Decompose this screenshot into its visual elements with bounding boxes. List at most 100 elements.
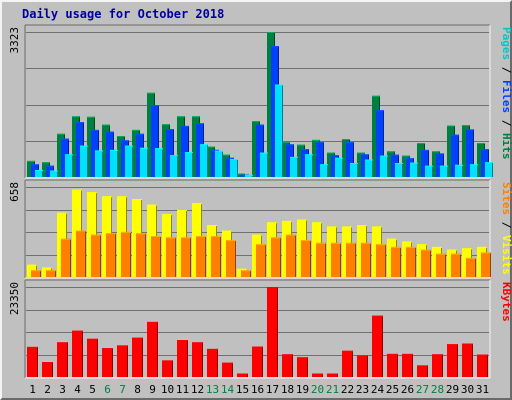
bar bbox=[192, 342, 203, 377]
bar-shade bbox=[355, 242, 356, 277]
bar-shade bbox=[460, 253, 461, 277]
bar-highlight bbox=[425, 165, 433, 167]
bar-face bbox=[342, 350, 353, 377]
bar-highlight bbox=[301, 149, 309, 151]
bar-face bbox=[485, 162, 493, 177]
bar bbox=[27, 346, 38, 377]
bar-shade bbox=[87, 145, 88, 177]
bar-face bbox=[151, 105, 159, 177]
bar-face bbox=[346, 142, 354, 177]
bar-highlight bbox=[192, 116, 200, 118]
bar bbox=[376, 244, 386, 277]
bar bbox=[312, 373, 323, 377]
x-tick-label: 6 bbox=[104, 383, 111, 396]
bar-highlight bbox=[57, 133, 65, 135]
bar-shade bbox=[412, 353, 413, 377]
bar-face bbox=[346, 242, 356, 277]
bar-highlight bbox=[252, 121, 260, 123]
bar bbox=[117, 345, 128, 377]
bar-highlight bbox=[451, 253, 461, 255]
bar-highlight bbox=[46, 165, 54, 167]
panel-legend: Sites / Visits bbox=[500, 182, 512, 275]
bar-shade bbox=[387, 155, 388, 177]
bar-shade bbox=[247, 373, 248, 377]
bar bbox=[245, 174, 253, 177]
bar-highlight bbox=[132, 199, 142, 200]
bar-highlight bbox=[87, 338, 98, 340]
bar-face bbox=[376, 244, 386, 277]
bar-face bbox=[335, 157, 343, 177]
bar-shade bbox=[67, 342, 68, 377]
bar-shade bbox=[202, 342, 203, 377]
bar bbox=[155, 148, 163, 177]
bar-highlight bbox=[301, 240, 311, 242]
bar-highlight bbox=[436, 253, 446, 255]
x-tick-label: 13 bbox=[206, 383, 219, 396]
bar-shade bbox=[323, 142, 324, 177]
bar-face bbox=[252, 346, 263, 377]
bar-highlight bbox=[282, 220, 292, 222]
bar-face bbox=[121, 231, 131, 277]
bar-highlight bbox=[346, 142, 354, 144]
bar-shade bbox=[473, 129, 474, 177]
bar-shade bbox=[385, 244, 386, 277]
x-tick-label: 7 bbox=[119, 383, 126, 396]
bar-face bbox=[140, 147, 148, 177]
bar-highlight bbox=[196, 123, 204, 125]
bar bbox=[61, 238, 71, 277]
bar bbox=[305, 154, 313, 177]
bar-highlight bbox=[312, 139, 320, 141]
bar-face bbox=[215, 150, 223, 177]
bar bbox=[275, 84, 283, 177]
bar-highlight bbox=[35, 170, 43, 171]
bar-shade bbox=[370, 242, 371, 277]
bar-highlight bbox=[417, 244, 427, 246]
bar-highlight bbox=[320, 164, 328, 166]
series-sites bbox=[31, 230, 491, 277]
bar bbox=[451, 134, 459, 177]
bar-highlight bbox=[357, 355, 368, 357]
bar-highlight bbox=[192, 342, 203, 344]
bar-highlight bbox=[387, 353, 398, 355]
bar-shade bbox=[265, 244, 266, 277]
bar-highlight bbox=[447, 344, 458, 346]
bar-highlight bbox=[207, 225, 217, 226]
bar-shade bbox=[312, 154, 313, 177]
bar-highlight bbox=[282, 354, 293, 356]
bar-highlight bbox=[192, 203, 202, 205]
bar bbox=[357, 355, 368, 377]
bar-face bbox=[316, 242, 326, 277]
bar-face bbox=[102, 348, 113, 377]
series-kbytes bbox=[27, 287, 488, 377]
bar bbox=[166, 237, 176, 277]
bar-face bbox=[391, 246, 401, 277]
bar-highlight bbox=[402, 353, 413, 355]
x-tick-label: 24 bbox=[371, 383, 385, 396]
bar-face bbox=[46, 270, 56, 277]
bar-highlight bbox=[466, 129, 474, 131]
bar-face bbox=[106, 233, 116, 277]
bar-highlight bbox=[267, 32, 275, 33]
bar-face bbox=[376, 110, 384, 177]
bar bbox=[125, 145, 133, 177]
bar-shade bbox=[445, 253, 446, 277]
bar-shade bbox=[127, 345, 128, 377]
legend-entry: Hits bbox=[500, 133, 512, 160]
x-tick-label: 22 bbox=[341, 383, 354, 396]
ymax-label: 23350 bbox=[8, 282, 21, 315]
bar-highlight bbox=[402, 241, 412, 243]
bar-face bbox=[267, 287, 278, 377]
bar-shade bbox=[367, 355, 368, 377]
bar bbox=[387, 353, 398, 377]
bar-face bbox=[31, 270, 41, 277]
bar bbox=[406, 246, 416, 277]
bar-face bbox=[136, 233, 146, 277]
bar-highlight bbox=[151, 236, 161, 237]
bar-face bbox=[132, 337, 143, 377]
bar-face bbox=[380, 155, 388, 177]
bar bbox=[177, 340, 188, 377]
x-tick-label: 21 bbox=[326, 383, 339, 396]
bar-shade bbox=[207, 144, 208, 177]
bar-highlight bbox=[91, 129, 99, 131]
